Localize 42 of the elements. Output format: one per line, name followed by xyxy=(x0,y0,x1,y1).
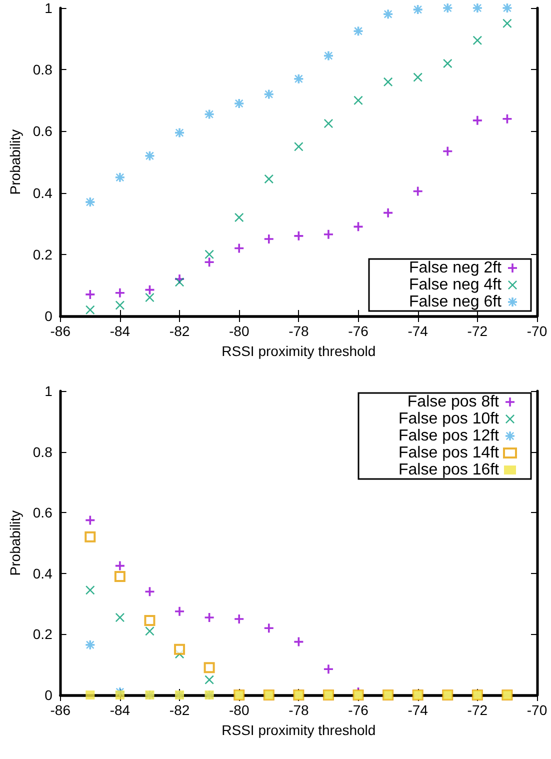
legend-label: False neg 4ft xyxy=(409,276,502,294)
x-tick-label: -86 xyxy=(50,702,71,718)
x-tick-label: -72 xyxy=(467,323,488,339)
x-tick-label: -86 xyxy=(50,323,71,339)
x-tick-label: -74 xyxy=(408,702,428,718)
x-tick-label: -70 xyxy=(526,323,548,339)
x-tick-label: -80 xyxy=(228,702,250,718)
x-tick-label: -84 xyxy=(110,702,130,718)
x-tick-label: -76 xyxy=(348,323,369,339)
y-tick-label: 0.2 xyxy=(32,246,53,262)
x-tick-label: -82 xyxy=(169,702,190,718)
y-tick-label: 0 xyxy=(44,687,53,703)
y-axis-title: Probability xyxy=(7,129,23,195)
y-tick-label: 0.4 xyxy=(32,565,53,582)
x-tick-label: -70 xyxy=(526,702,548,718)
y-tick-label: 1 xyxy=(44,383,53,399)
x-tick-label: -84 xyxy=(110,323,130,339)
legend-label: False pos 14ft xyxy=(398,444,500,462)
legend-label: False pos 10ft xyxy=(398,410,500,428)
x-tick-label: -74 xyxy=(408,323,428,339)
y-tick-label: 0.2 xyxy=(32,626,53,642)
x-tick-label: -82 xyxy=(169,323,190,339)
x-tick-label: -80 xyxy=(228,323,250,339)
legend-label: False pos 8ft xyxy=(407,394,500,410)
legend-label: False neg 2ft xyxy=(409,260,502,276)
y-tick-label: 1 xyxy=(44,0,53,16)
y-tick-label: 0.4 xyxy=(32,184,53,201)
x-tick-label: -76 xyxy=(348,702,369,718)
y-tick-label: 0.6 xyxy=(32,504,53,521)
legend-label: False pos 16ft xyxy=(398,462,500,478)
x-tick-label: -72 xyxy=(467,702,488,718)
y-tick-label: 0.8 xyxy=(32,444,53,460)
y-axis-title: Probability xyxy=(7,510,23,576)
x-axis-title: RSSI proximity threshold xyxy=(222,343,376,359)
legend-label: False pos 12ft xyxy=(398,428,500,444)
y-tick-label: 0.8 xyxy=(32,62,53,78)
x-tick-label: -78 xyxy=(288,323,310,339)
legend-label: False neg 6ft xyxy=(409,294,502,310)
x-axis-title: RSSI proximity threshold xyxy=(222,722,376,738)
y-tick-label: 0 xyxy=(44,308,53,324)
x-tick-label: -78 xyxy=(288,702,310,718)
y-tick-label: 0.6 xyxy=(32,123,53,140)
